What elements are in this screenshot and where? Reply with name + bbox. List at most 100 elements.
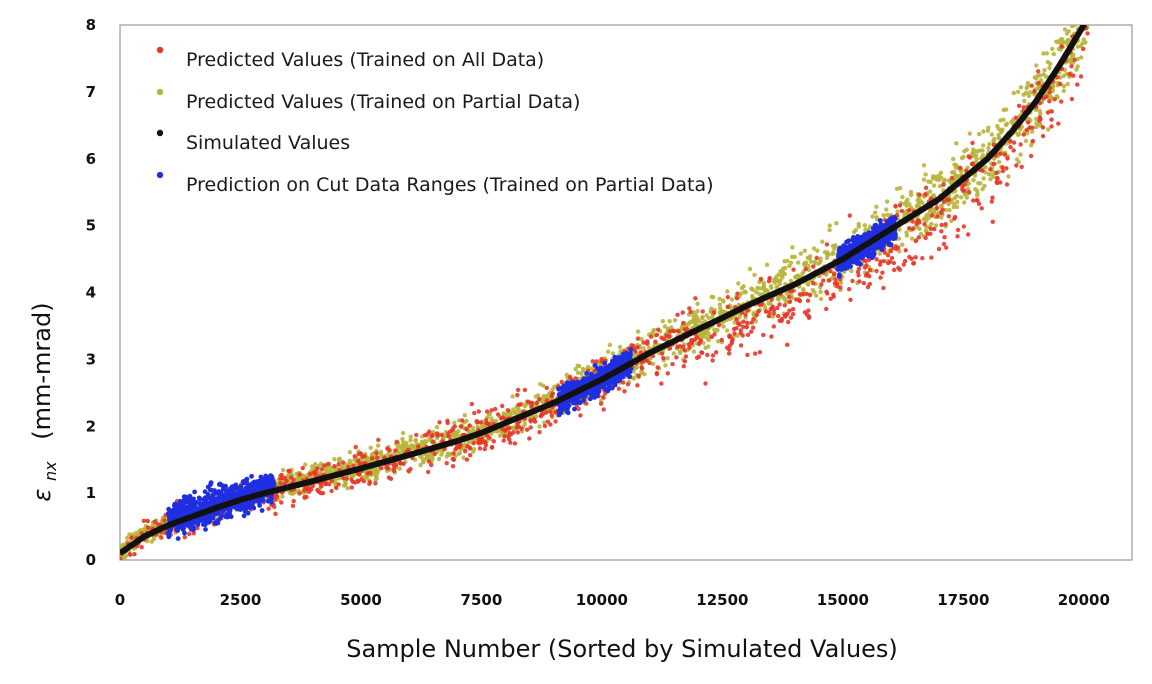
point-all-data	[1094, 15, 1098, 19]
point-all-data	[524, 427, 530, 432]
point-all-data	[882, 250, 887, 255]
point-all-data	[505, 408, 511, 413]
point-all-data	[491, 439, 496, 444]
point-partial-data	[400, 430, 406, 436]
point-partial-data	[964, 147, 969, 152]
point-all-data	[507, 437, 512, 442]
point-partial-data	[711, 295, 716, 300]
point-all-data	[1040, 125, 1046, 130]
point-cut-range	[184, 506, 190, 512]
point-all-data	[1085, 31, 1090, 36]
point-all-data	[1004, 182, 1010, 187]
point-all-data	[680, 310, 685, 315]
point-partial-data	[725, 289, 730, 294]
point-all-data	[856, 273, 861, 278]
point-partial-data	[717, 310, 722, 315]
point-all-data	[379, 466, 384, 471]
point-cut-range	[628, 347, 634, 352]
point-all-data	[374, 450, 379, 456]
point-partial-data	[1038, 73, 1043, 78]
point-all-data	[741, 319, 746, 324]
point-all-data	[388, 476, 394, 481]
point-partial-data	[642, 372, 647, 377]
point-all-data	[667, 329, 673, 334]
point-all-data	[356, 472, 362, 477]
point-all-data	[332, 464, 337, 469]
point-all-data	[738, 330, 743, 336]
point-all-data	[785, 342, 790, 347]
point-all-data	[711, 310, 717, 315]
point-all-data	[1078, 20, 1082, 24]
point-all-data	[901, 262, 906, 267]
point-partial-data	[303, 462, 308, 467]
point-cut-range	[227, 486, 233, 492]
point-all-data	[141, 518, 146, 523]
point-all-data	[518, 402, 523, 407]
point-partial-data	[408, 438, 413, 443]
point-partial-data	[824, 255, 830, 261]
point-partial-data	[1037, 108, 1043, 114]
point-partial-data	[408, 434, 413, 439]
point-all-data	[846, 287, 852, 292]
point-all-data	[594, 359, 599, 364]
point-all-data	[376, 437, 381, 443]
point-all-data	[1059, 44, 1064, 49]
point-all-data	[939, 222, 944, 228]
point-partial-data	[986, 125, 991, 130]
point-partial-data	[793, 274, 798, 280]
point-all-data	[465, 444, 470, 449]
point-partial-data	[373, 477, 378, 482]
point-all-data	[352, 454, 357, 459]
point-all-data	[712, 332, 717, 337]
point-all-data	[527, 436, 532, 441]
point-partial-data	[1042, 68, 1047, 73]
point-partial-data	[830, 243, 836, 249]
point-all-data	[367, 480, 373, 485]
point-partial-data	[856, 221, 861, 227]
point-partial-data	[937, 184, 943, 189]
point-all-data	[939, 210, 944, 215]
point-all-data	[763, 309, 769, 314]
point-partial-data	[501, 411, 507, 416]
point-all-data	[802, 310, 808, 315]
point-all-data	[687, 306, 692, 311]
point-all-data	[543, 410, 549, 415]
point-all-data	[503, 427, 508, 433]
point-all-data	[811, 264, 816, 269]
point-all-data	[745, 308, 750, 313]
point-all-data	[861, 280, 866, 286]
point-all-data	[805, 298, 811, 303]
point-all-data	[705, 352, 710, 358]
point-all-data	[356, 458, 361, 464]
point-all-data	[797, 298, 802, 303]
point-cut-range	[165, 531, 171, 536]
point-partial-data	[424, 452, 429, 457]
point-all-data	[373, 481, 378, 486]
point-partial-data	[798, 251, 803, 256]
point-partial-data	[780, 275, 785, 280]
point-all-data	[430, 432, 435, 438]
point-all-data	[305, 487, 311, 492]
point-cut-range	[243, 480, 249, 485]
point-partial-data	[812, 290, 817, 295]
point-all-data	[838, 285, 843, 290]
point-all-data	[355, 479, 360, 484]
point-partial-data	[1056, 46, 1062, 52]
point-partial-data	[120, 542, 126, 548]
point-partial-data	[884, 207, 889, 212]
point-partial-data	[1085, 18, 1089, 22]
point-partial-data	[862, 223, 867, 228]
point-all-data	[767, 276, 772, 281]
point-cut-range	[268, 473, 273, 479]
point-all-data	[1072, 57, 1077, 63]
point-all-data	[322, 463, 327, 468]
point-partial-data	[966, 181, 971, 186]
point-cut-range	[612, 354, 618, 360]
point-partial-data	[677, 349, 683, 354]
point-all-data	[477, 439, 483, 445]
point-partial-data	[1073, 15, 1077, 19]
point-partial-data	[418, 462, 423, 468]
point-all-data	[777, 302, 782, 307]
point-all-data	[635, 345, 640, 350]
